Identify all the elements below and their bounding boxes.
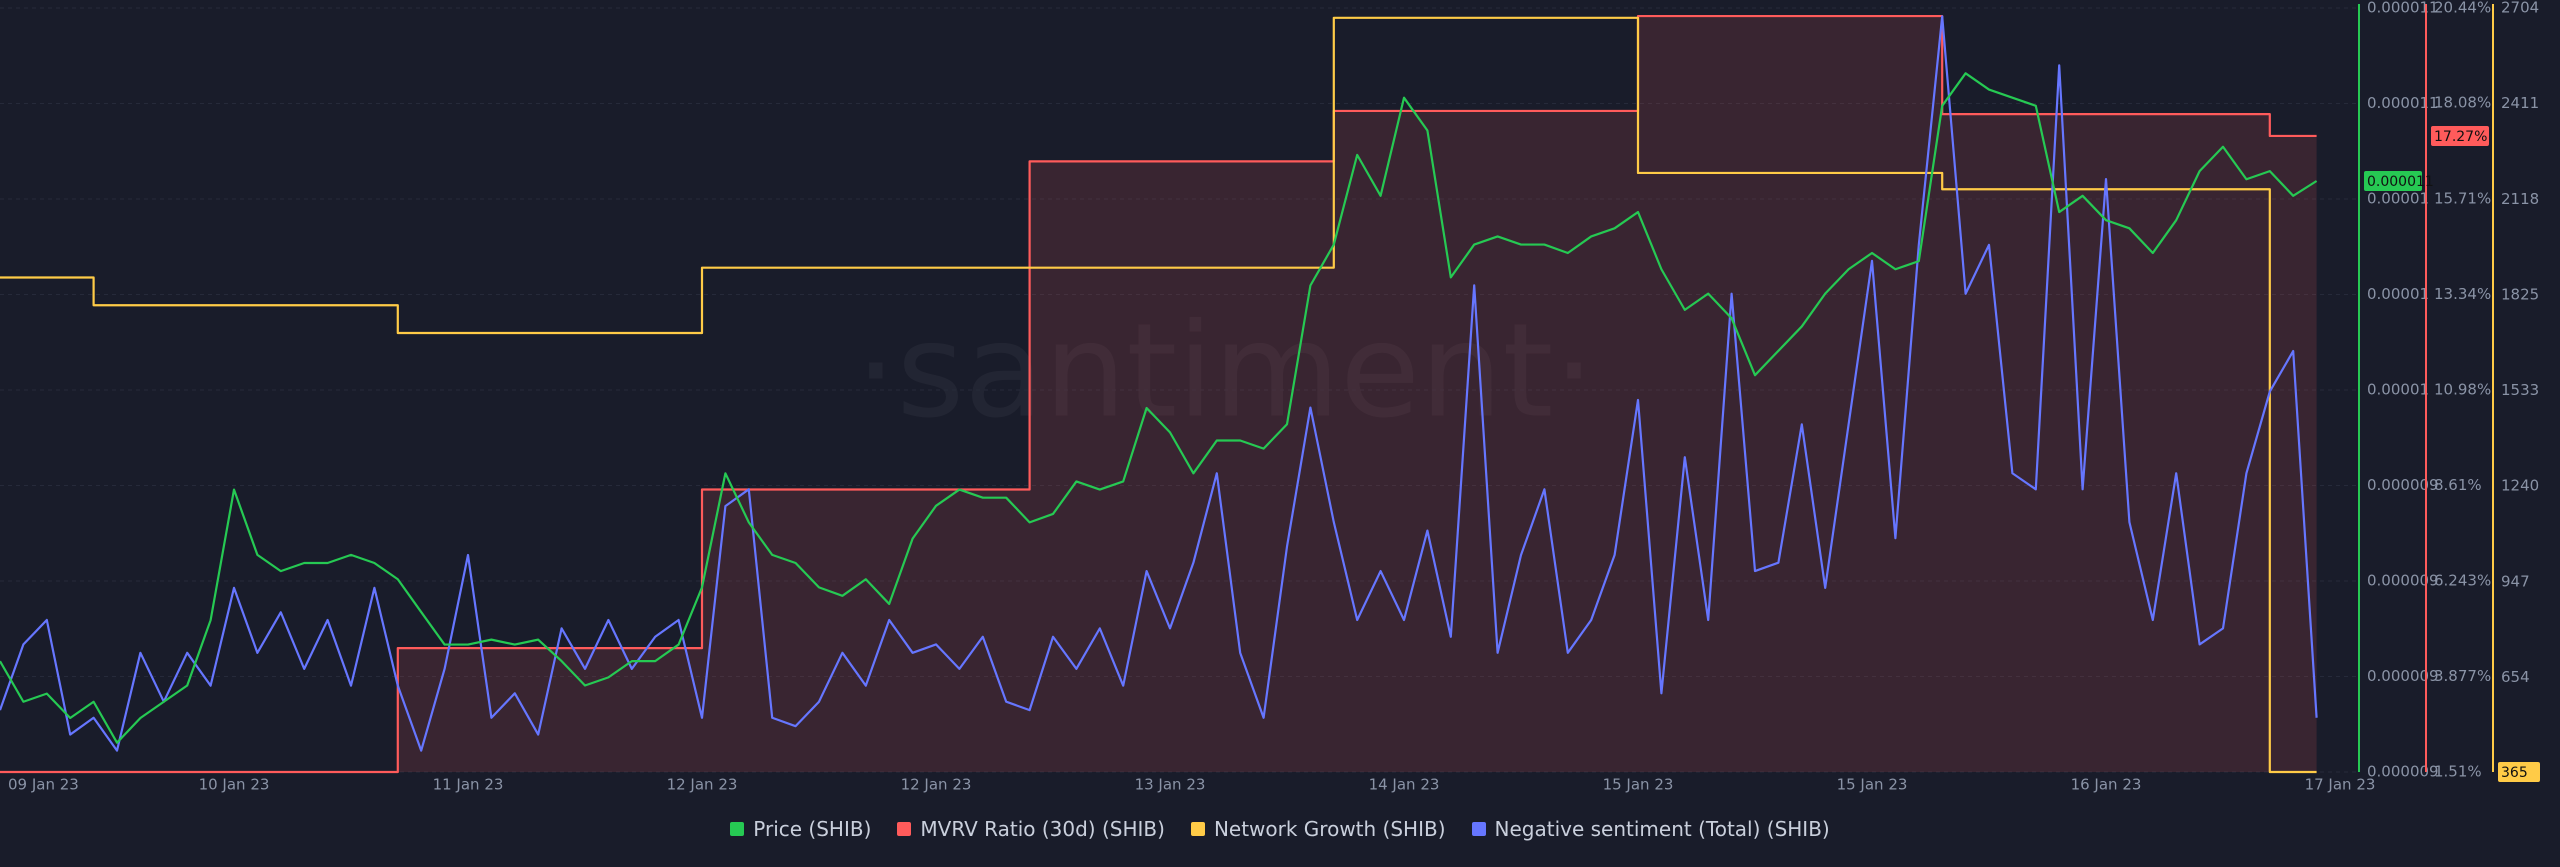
- legend-item: Network Growth (SHIB): [1190, 817, 1446, 841]
- y-tick-label: 0.000009: [2367, 476, 2439, 494]
- y-tick-label: 18.08%: [2434, 94, 2491, 112]
- y-tick-label: 1240: [2501, 477, 2539, 495]
- y-tick-label: 3.877%: [2434, 667, 2491, 685]
- series-line: [0, 14, 2317, 774]
- y-tick-label: 1533: [2501, 381, 2539, 399]
- y-tick-label: 947: [2501, 572, 2530, 590]
- legend-swatch: [897, 822, 912, 836]
- x-tick-label: 12 Jan 23: [901, 776, 972, 794]
- y-tick-label: 10.98%: [2434, 380, 2491, 398]
- y-tick-label: 0.00001: [2367, 285, 2429, 303]
- y-tick-label: 0.000009: [2367, 572, 2439, 590]
- y-tick-label: 0.000009: [2367, 667, 2439, 685]
- legend-label: Negative sentiment (Total) (SHIB): [1494, 817, 1830, 841]
- y-tick-label: 2118: [2501, 190, 2539, 208]
- x-tick-label: 15 Jan 23: [1837, 776, 1908, 794]
- x-tick-label: 15 Jan 23: [1603, 776, 1674, 794]
- legend-swatch: [1190, 822, 1205, 836]
- x-tick-label: 13 Jan 23: [1135, 776, 1206, 794]
- x-tick-label: 11 Jan 23: [433, 776, 504, 794]
- y-tick-label: 2411: [2501, 94, 2539, 112]
- y-tick-label: 0.000011: [2367, 94, 2439, 112]
- series-line: [0, 16, 2317, 774]
- legend-item: Price (SHIB): [730, 817, 871, 841]
- legend-label: MVRV Ratio (30d) (SHIB): [920, 817, 1165, 841]
- series-line: [0, 72, 2318, 744]
- current-value-badge: [2498, 762, 2540, 782]
- series-layer: [0, 14, 2318, 774]
- y-tick-label: 15.71%: [2434, 189, 2491, 207]
- x-tick-label: 14 Jan 23: [1369, 776, 1440, 794]
- current-value-label: 17.27%: [2434, 129, 2487, 145]
- x-tick-label: 17 Jan 23: [2305, 776, 2376, 794]
- y-tick-label: 1825: [2501, 286, 2539, 304]
- legend-swatch: [1471, 822, 1486, 836]
- y-tick-label: 0.00001: [2367, 190, 2429, 208]
- y-tick-label: 654: [2501, 668, 2530, 686]
- y-tick-label: 2704: [2501, 0, 2539, 17]
- y-tick-label: 13.34%: [2434, 285, 2491, 303]
- y-tick-label: 8.61%: [2434, 476, 2482, 494]
- y-tick-label: 0.00001: [2367, 381, 2429, 399]
- legend-item: MVRV Ratio (30d) (SHIB): [897, 817, 1165, 841]
- x-tick-label: 12 Jan 23: [667, 776, 738, 794]
- x-tick-label: 16 Jan 23: [2071, 776, 2142, 794]
- y-tick-label: 0.000011: [2367, 0, 2439, 17]
- legend: Price (SHIB) MVRV Ratio (30d) (SHIB) Netwo…: [0, 817, 2560, 841]
- current-value-label: 365: [2501, 765, 2528, 781]
- series-line: [0, 15, 2318, 752]
- legend-swatch: [730, 822, 745, 836]
- legend-item: Negative sentiment (Total) (SHIB): [1471, 817, 1830, 841]
- legend-label: Price (SHIB): [753, 817, 872, 841]
- legend-label: Network Growth (SHIB): [1213, 817, 1446, 841]
- series-area: [0, 16, 2317, 773]
- x-tick-label: 09 Jan 23: [8, 776, 79, 794]
- current-value-label: 0.000011: [2367, 174, 2434, 190]
- y-tick-label: 1.51%: [2434, 763, 2482, 781]
- current-value-badge: [2364, 171, 2422, 192]
- y-tick-label: 0.000009: [2367, 763, 2439, 781]
- y-tick-label: 20.44%: [2434, 0, 2491, 17]
- current-value-badge: [2431, 125, 2489, 146]
- y-tick-label: 6.243%: [2434, 571, 2491, 589]
- x-tick-label: 10 Jan 23: [199, 776, 270, 794]
